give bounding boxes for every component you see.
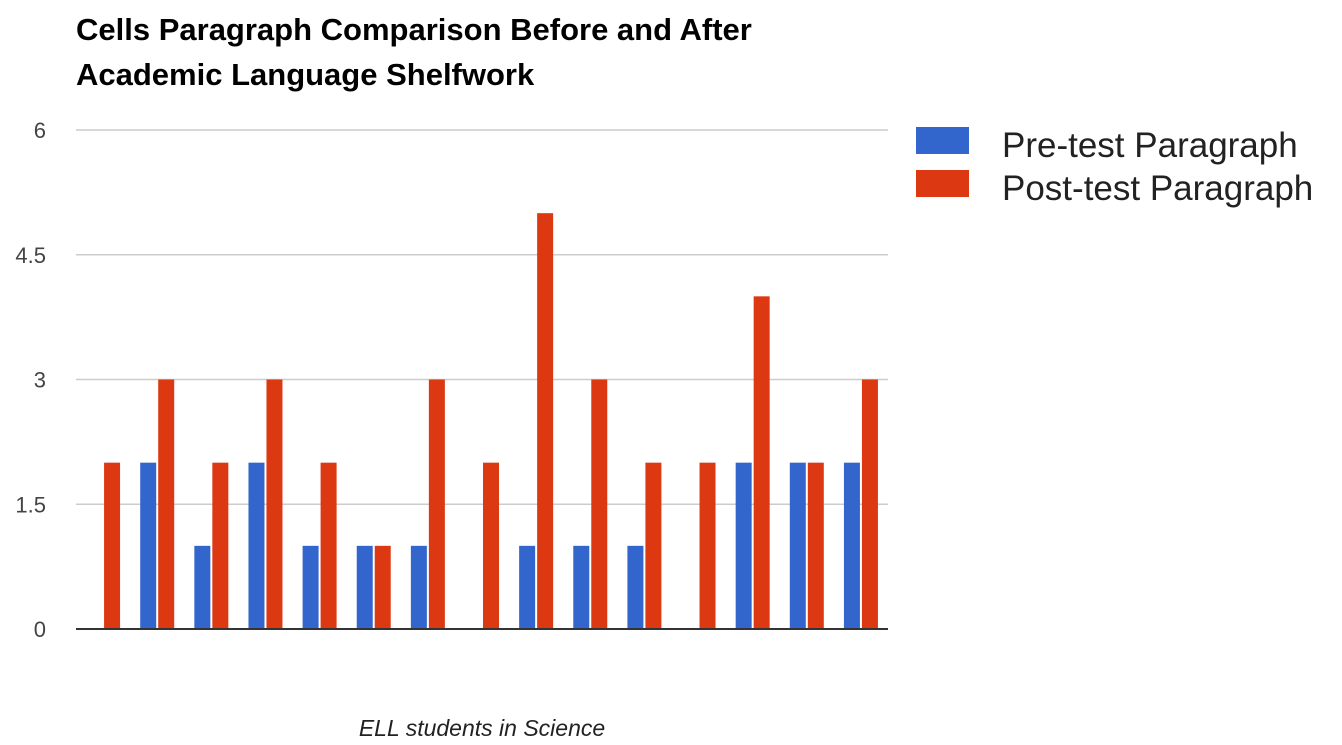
bars bbox=[104, 213, 878, 629]
bar-pre-test[interactable] bbox=[140, 462, 157, 629]
bar-pre-test[interactable] bbox=[519, 545, 536, 629]
bar-post-test[interactable] bbox=[483, 462, 499, 629]
legend-swatch bbox=[916, 127, 969, 154]
bar-pre-test[interactable] bbox=[789, 462, 806, 629]
bar-pre-test[interactable] bbox=[356, 545, 373, 629]
bar-pre-test[interactable] bbox=[194, 545, 211, 629]
bar-post-test[interactable] bbox=[212, 462, 229, 629]
y-tick-label: 3 bbox=[34, 368, 46, 393]
bar-pre-test[interactable] bbox=[302, 545, 319, 629]
bar-pre-test[interactable] bbox=[410, 545, 427, 629]
bar-pre-test[interactable] bbox=[573, 545, 590, 629]
legend[interactable]: Pre-test Paragraph Post-test Paragraph bbox=[916, 126, 1313, 208]
bar-post-test[interactable] bbox=[158, 379, 175, 630]
bar-pre-test[interactable] bbox=[248, 462, 265, 629]
bar-pre-test[interactable] bbox=[627, 545, 644, 629]
y-axis-tick-labels: 0 1.5 3 4.5 6 bbox=[15, 118, 46, 642]
legend-label: Pre-test Paragraph bbox=[1002, 126, 1298, 165]
bar-post-test[interactable] bbox=[320, 462, 337, 629]
bar-post-test[interactable] bbox=[753, 296, 770, 629]
y-tick-label: 1.5 bbox=[15, 492, 46, 517]
x-axis-label: ELL students in Science bbox=[359, 715, 605, 740]
legend-swatch bbox=[916, 170, 969, 197]
bar-post-test[interactable] bbox=[537, 213, 554, 629]
y-tick-label: 4.5 bbox=[15, 243, 46, 268]
chart-title-line-1: Cells Paragraph Comparison Before and Af… bbox=[76, 12, 752, 47]
bar-pre-test[interactable] bbox=[843, 462, 860, 629]
bar-pre-test[interactable] bbox=[735, 462, 752, 629]
bar-post-test[interactable] bbox=[104, 462, 121, 629]
bar-post-test[interactable] bbox=[699, 462, 716, 629]
bar-post-test[interactable] bbox=[861, 379, 878, 630]
bar-post-test[interactable] bbox=[591, 379, 608, 630]
bar-post-test[interactable] bbox=[645, 462, 662, 629]
chart-title: Cells Paragraph Comparison Before and Af… bbox=[76, 12, 752, 92]
gridlines bbox=[76, 129, 888, 505]
chart-title-line-2: Academic Language Shelfwork bbox=[76, 57, 535, 92]
y-tick-label: 0 bbox=[34, 617, 46, 642]
bar-post-test[interactable] bbox=[428, 379, 445, 630]
y-tick-label: 6 bbox=[34, 118, 46, 143]
bar-post-test[interactable] bbox=[266, 379, 283, 630]
bar-post-test[interactable] bbox=[374, 545, 391, 629]
bar-post-test[interactable] bbox=[807, 462, 824, 629]
legend-label: Post-test Paragraph bbox=[1002, 169, 1313, 208]
